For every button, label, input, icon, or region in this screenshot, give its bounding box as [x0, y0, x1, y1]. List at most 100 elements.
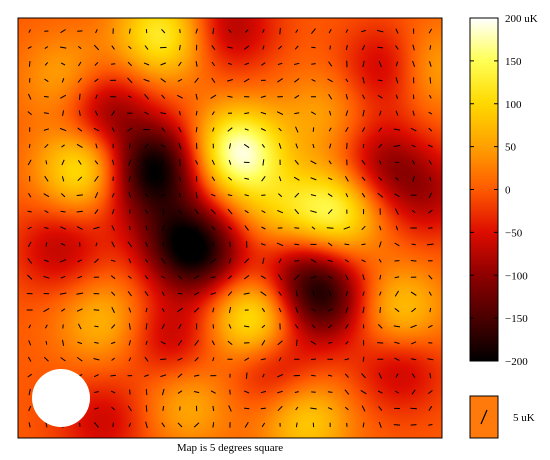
polarization-vector — [94, 192, 99, 199]
polarization-vector — [127, 405, 132, 412]
polarization-vector — [345, 306, 349, 314]
polarization-vector — [361, 243, 366, 246]
polarization-vector — [111, 406, 116, 411]
polarization-vector — [429, 373, 432, 379]
polarization-vector — [211, 176, 216, 182]
polarization-vector — [211, 111, 215, 116]
polarization-vector — [261, 307, 266, 313]
polarization-vector — [410, 291, 417, 296]
polarization-vector — [345, 193, 349, 198]
polarization-vector — [228, 226, 232, 230]
polarization-vector — [277, 340, 283, 346]
polarization-vector — [43, 307, 50, 313]
polarization-vector — [227, 208, 233, 215]
polarization-vector — [194, 339, 199, 346]
polarization-vector — [229, 143, 231, 149]
polarization-vector — [177, 390, 183, 394]
polarization-vector — [394, 341, 400, 344]
polarization-vector — [244, 390, 250, 394]
polarization-vector — [145, 405, 148, 412]
polarization-vector — [144, 275, 149, 280]
polarization-legend: 5 uK — [469, 395, 535, 439]
polarization-vector — [260, 358, 266, 361]
polarization-vector — [428, 274, 433, 280]
polarization-vector — [294, 208, 300, 215]
polarization-vector — [94, 391, 99, 393]
polarization-vector — [212, 28, 215, 35]
polarization-vector — [294, 324, 299, 329]
polarization-vector — [378, 241, 382, 248]
polarization-vector — [345, 29, 349, 33]
polarization-vector — [310, 111, 317, 115]
polarization-vector — [395, 176, 399, 181]
polarization-vector — [28, 340, 32, 346]
polarization-vector — [177, 275, 183, 280]
polarization-vector — [294, 94, 300, 99]
polarization-vector — [345, 44, 348, 51]
polarization-vector — [161, 159, 165, 165]
polarization-vector — [327, 242, 333, 247]
polarization-vector — [144, 258, 149, 263]
polarization-vector — [143, 62, 150, 66]
polarization-vector — [362, 77, 365, 84]
polarization-vector — [277, 62, 283, 66]
polarization-vector — [278, 291, 282, 296]
polarization-vector — [328, 93, 333, 100]
polarization-vector — [394, 161, 399, 164]
polarization-vector — [278, 176, 282, 182]
polarization-vector — [294, 112, 300, 115]
polarization-vector — [211, 61, 216, 67]
polarization-vector — [377, 192, 384, 198]
polarization-vector — [78, 110, 81, 116]
map-frame — [17, 17, 443, 439]
polarization-vector — [311, 226, 316, 230]
polarization-vector — [378, 421, 382, 428]
polarization-vector — [228, 159, 232, 165]
polarization-vector — [411, 144, 416, 148]
polarization-vector — [194, 226, 199, 230]
legend-vector — [480, 409, 488, 425]
polarization-vector — [295, 290, 298, 297]
polarization-vector — [194, 77, 199, 84]
polarization-vector — [28, 144, 31, 148]
polarization-vector — [276, 242, 284, 247]
polarization-vector — [78, 61, 82, 67]
polarization-vector — [262, 45, 265, 50]
polarization-vector — [193, 307, 200, 313]
polarization-vector — [260, 275, 266, 280]
polarization-vector — [376, 29, 384, 33]
polarization-vector — [28, 192, 32, 198]
polarization-vector — [43, 112, 49, 114]
polarization-vector — [27, 111, 32, 116]
polarization-vector — [160, 341, 166, 345]
polarization-vector — [411, 373, 416, 378]
polarization-vector — [45, 422, 48, 428]
polarization-vector — [278, 45, 283, 50]
polarization-vector — [327, 275, 333, 279]
polarization-vector — [93, 309, 100, 311]
polarization-vector — [62, 110, 65, 116]
polarization-vector — [294, 243, 300, 246]
colorbar-tick-label: −100 — [505, 270, 528, 282]
polarization-vector — [43, 193, 50, 198]
polarization-vector — [244, 29, 249, 33]
polarization-vector — [176, 227, 184, 229]
polarization-vector — [60, 275, 66, 279]
polarization-vector — [160, 78, 166, 83]
polarization-vector — [127, 275, 132, 279]
polarization-vector — [378, 176, 383, 181]
colorbar-tick-label: −150 — [505, 313, 528, 325]
legend-label: 5 uK — [513, 412, 535, 424]
polarization-vector — [195, 61, 198, 67]
polarization-vector — [277, 209, 284, 214]
polarization-vector — [127, 77, 133, 84]
polarization-vector — [62, 324, 64, 329]
polarization-vector — [229, 389, 231, 395]
polarization-vector — [310, 407, 317, 410]
polarization-vector — [161, 127, 166, 132]
polarization-vector — [128, 258, 132, 264]
polarization-vector — [243, 78, 250, 83]
polarization-vector — [76, 356, 83, 362]
colorbar-tick-label: −200 — [505, 356, 528, 368]
polarization-vector — [328, 324, 333, 329]
